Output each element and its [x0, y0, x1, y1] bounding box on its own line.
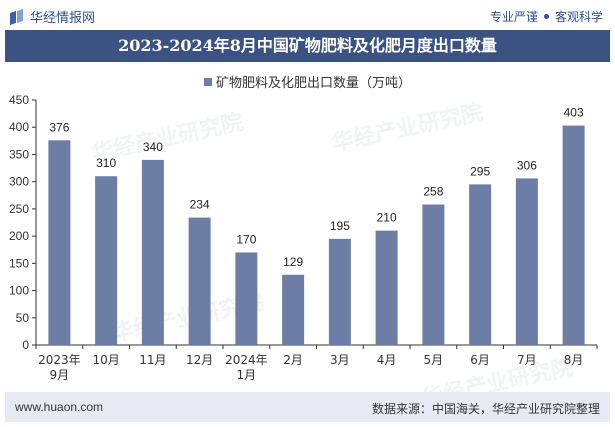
footer: www.huaon.com 数据来源：中国海关，华经产业研究院整理 [5, 392, 610, 422]
bar [375, 230, 398, 345]
bar-value-label: 170 [236, 232, 256, 246]
y-tick-label: 400 [9, 120, 29, 134]
x-tick-label: 7月 [517, 353, 537, 367]
top-bar: 华经情报网 专业严谨 客观科学 [0, 0, 615, 30]
tagline-right: 客观科学 [554, 10, 603, 24]
x-tick-label: 6月 [470, 353, 490, 367]
bar [95, 176, 118, 345]
y-tick-label: 450 [9, 93, 29, 107]
bar [422, 204, 445, 345]
x-tick-label: 2023年 [38, 353, 81, 367]
bar-value-label: 210 [377, 211, 397, 225]
x-tick-label: 11月 [139, 353, 166, 367]
brand[interactable]: 华经情报网 [10, 7, 95, 26]
y-tick-label: 100 [9, 284, 29, 298]
x-tick-label: 2月 [283, 353, 303, 367]
bar-value-label: 310 [96, 156, 116, 170]
bar [282, 274, 305, 345]
x-tick-label: 2024年 [225, 353, 268, 367]
brand-name: 华经情报网 [30, 10, 96, 25]
x-tick-label: 10月 [92, 353, 119, 367]
bullet-dot-icon [543, 14, 549, 19]
bar-value-label: 195 [330, 219, 350, 233]
bar [328, 238, 351, 345]
x-tick-label: 1月 [237, 368, 257, 382]
bar-value-label: 376 [49, 120, 69, 134]
x-tick-label: 9月 [50, 368, 70, 382]
legend-label: 矿物肥料及化肥出口数量（万吨） [215, 75, 411, 90]
y-tick-label: 0 [22, 338, 29, 352]
x-tick-label: 5月 [424, 353, 444, 367]
bar-value-label: 306 [517, 158, 537, 172]
x-tick-label: 12月 [186, 353, 213, 367]
y-tick-label: 300 [9, 175, 29, 189]
y-tick-label: 200 [9, 229, 29, 243]
y-tick-label: 50 [16, 311, 30, 325]
bar [469, 184, 492, 345]
chart-legend: 矿物肥料及化肥出口数量（万吨） [0, 72, 615, 91]
bar [188, 217, 211, 345]
bar [562, 125, 585, 345]
footer-url[interactable]: www.huaon.com [15, 400, 104, 414]
bar [235, 252, 258, 345]
y-tick-label: 350 [9, 147, 29, 161]
tagline: 专业严谨 客观科学 [490, 8, 603, 25]
x-tick-label: 3月 [330, 353, 350, 367]
footer-source: 数据来源：中国海关，华经产业研究院整理 [371, 402, 600, 416]
legend-swatch [203, 78, 212, 86]
bar [48, 140, 71, 345]
bar [515, 178, 538, 345]
y-tick-label: 250 [9, 202, 29, 216]
x-tick-label: 4月 [377, 353, 397, 367]
chart-title: 2023-2024年8月中国矿物肥料及化肥月度出口数量 [5, 30, 610, 62]
bar [141, 159, 164, 345]
y-tick-label: 150 [9, 256, 29, 270]
bar-value-label: 403 [564, 106, 584, 120]
bar-value-label: 295 [470, 164, 490, 178]
tagline-left: 专业严谨 [489, 10, 538, 24]
bar-value-label: 258 [423, 185, 443, 199]
bar-value-label: 129 [283, 255, 303, 269]
x-tick-label: 8月 [564, 353, 584, 367]
bar-value-label: 340 [143, 140, 163, 154]
bar-value-label: 234 [190, 198, 210, 212]
